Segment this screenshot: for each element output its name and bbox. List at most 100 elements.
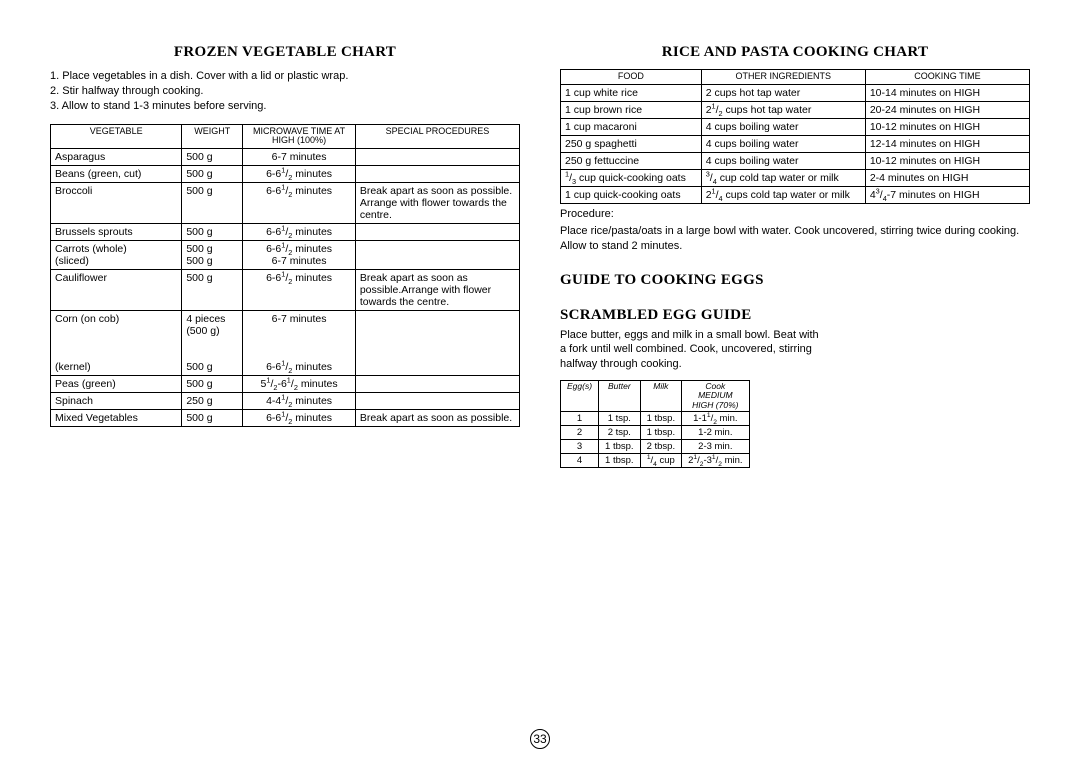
table-row: 11 tsp.1 tbsp.1-11/2 min. [561, 412, 750, 426]
table-cell: 4 pieces(500 g)500 g [182, 311, 243, 376]
table-cell: 6-61/2 minutes [243, 224, 356, 241]
table-cell: 1/3 cup quick-cooking oats [561, 169, 702, 186]
table-cell: 500 g500 g [182, 241, 243, 270]
table-cell: 6-61/2 minutes [243, 183, 356, 224]
table-row: Asparagus500 g6-7 minutes [51, 149, 520, 166]
procedure-text: Place rice/pasta/oats in a large bowl wi… [560, 224, 1030, 254]
left-column: FROZEN VEGETABLE CHART 1. Place vegetabl… [50, 40, 520, 743]
table-cell: 51/2-61/2 minutes [243, 376, 356, 393]
table-cell [355, 166, 519, 183]
right-column: RICE AND PASTA COOKING CHART FOOD OTHER … [560, 40, 1030, 743]
table-cell: Spinach [51, 393, 182, 410]
table-cell: 1 cup macaroni [561, 118, 702, 135]
eggs-title-1: GUIDE TO COOKING EGGS [560, 272, 1030, 289]
table-cell: Mixed Vegetables [51, 410, 182, 427]
table-cell: 4 cups boiling water [701, 118, 865, 135]
page-number: 33 [530, 729, 550, 749]
table-cell: 250 g [182, 393, 243, 410]
table-cell: 2 tbsp. [640, 440, 682, 454]
veg-header-procedures: SPECIAL PROCEDURES [355, 124, 519, 149]
rice-title: RICE AND PASTA COOKING CHART [560, 44, 1030, 61]
table-cell: 1 tbsp. [599, 454, 641, 468]
table-row: 1 cup white rice2 cups hot tap water10-1… [561, 84, 1030, 101]
table-row: 22 tsp.1 tbsp.1-2 min. [561, 426, 750, 440]
table-cell: 500 g [182, 270, 243, 311]
eggs-header-cook: CookMEDIUMHIGH (70%) [682, 381, 749, 412]
table-cell: 6-61/2 minutes [243, 410, 356, 427]
table-cell: Break apart as soon as possible.Arrange … [355, 270, 519, 311]
table-cell: Peas (green) [51, 376, 182, 393]
veg-header-weight: WEIGHT [182, 124, 243, 149]
table-cell: 1-2 min. [682, 426, 749, 440]
table-row: 1 cup brown rice21/2 cups hot tap water2… [561, 101, 1030, 118]
eggs-intro: Place butter, eggs and milk in a small b… [560, 328, 820, 373]
table-cell: 500 g [182, 166, 243, 183]
table-cell: 12-14 minutes on HIGH [865, 135, 1029, 152]
table-cell: 21/2-31/2 min. [682, 454, 749, 468]
table-cell [355, 149, 519, 166]
table-cell: 2 tsp. [599, 426, 641, 440]
table-row: Beans (green, cut)500 g6-61/2 minutes [51, 166, 520, 183]
table-cell: 6-61/2 minutes [243, 166, 356, 183]
eggs-header-butter: Butter [599, 381, 641, 412]
table-cell: Broccoli [51, 183, 182, 224]
table-cell: 43/4-7 minutes on HIGH [865, 186, 1029, 203]
table-cell: Break apart as soon as possible. [355, 410, 519, 427]
procedure-label: Procedure: [560, 208, 1030, 220]
table-cell: 1 tbsp. [640, 426, 682, 440]
table-cell [355, 311, 519, 376]
table-cell [355, 224, 519, 241]
table-cell: 1 cup brown rice [561, 101, 702, 118]
table-cell: 4 cups boiling water [701, 152, 865, 169]
table-row: 41 tbsp.1/4 cup21/2-31/2 min. [561, 454, 750, 468]
table-cell: 6-7 minutes6-61/2 minutes [243, 311, 356, 376]
table-cell: 1 tbsp. [599, 440, 641, 454]
table-cell: 21/4 cups cold tap water or milk [701, 186, 865, 203]
table-cell: 4 [561, 454, 599, 468]
table-row: Spinach250 g4-41/2 minutes [51, 393, 520, 410]
table-cell: 20-24 minutes on HIGH [865, 101, 1029, 118]
table-row: Mixed Vegetables500 g6-61/2 minutesBreak… [51, 410, 520, 427]
table-cell: 1 tsp. [599, 412, 641, 426]
table-row: 31 tbsp.2 tbsp.2-3 min. [561, 440, 750, 454]
frozen-veg-table: VEGETABLE WEIGHT MICROWAVE TIME AT HIGH … [50, 124, 520, 428]
table-cell: 3 [561, 440, 599, 454]
table-cell: 21/2 cups hot tap water [701, 101, 865, 118]
table-row: Cauliflower500 g6-61/2 minutesBreak apar… [51, 270, 520, 311]
table-row: Broccoli500 g6-61/2 minutesBreak apart a… [51, 183, 520, 224]
eggs-header-milk: Milk [640, 381, 682, 412]
table-cell: 2 cups hot tap water [701, 84, 865, 101]
table-cell: Brussels sprouts [51, 224, 182, 241]
table-cell [355, 376, 519, 393]
table-cell: 500 g [182, 183, 243, 224]
veg-header-vegetable: VEGETABLE [51, 124, 182, 149]
table-row: 1/3 cup quick-cooking oats3/4 cup cold t… [561, 169, 1030, 186]
instruction-line: 1. Place vegetables in a dish. Cover wit… [50, 69, 520, 84]
table-cell: 10-12 minutes on HIGH [865, 118, 1029, 135]
frozen-veg-title: FROZEN VEGETABLE CHART [50, 44, 520, 61]
page-container: FROZEN VEGETABLE CHART 1. Place vegetabl… [0, 0, 1080, 763]
table-cell [355, 393, 519, 410]
table-cell: Break apart as soon as possible. Arrange… [355, 183, 519, 224]
table-row: 250 g fettuccine4 cups boiling water10-1… [561, 152, 1030, 169]
table-row: 250 g spaghetti4 cups boiling water12-14… [561, 135, 1030, 152]
table-cell: 3/4 cup cold tap water or milk [701, 169, 865, 186]
table-cell: 6-7 minutes [243, 149, 356, 166]
table-cell: 250 g fettuccine [561, 152, 702, 169]
table-cell: 10-14 minutes on HIGH [865, 84, 1029, 101]
table-cell: 500 g [182, 224, 243, 241]
table-row: 1 cup macaroni4 cups boiling water10-12 … [561, 118, 1030, 135]
table-cell: 1/4 cup [640, 454, 682, 468]
table-cell: Cauliflower [51, 270, 182, 311]
eggs-title-2: SCRAMBLED EGG GUIDE [560, 307, 1030, 324]
table-cell: 1 cup quick-cooking oats [561, 186, 702, 203]
table-cell: 1-11/2 min. [682, 412, 749, 426]
table-row: 1 cup quick-cooking oats21/4 cups cold t… [561, 186, 1030, 203]
eggs-table: Egg(s) Butter Milk CookMEDIUMHIGH (70%) … [560, 380, 750, 468]
table-cell: 4 cups boiling water [701, 135, 865, 152]
table-cell: 1 [561, 412, 599, 426]
rice-header-food: FOOD [561, 70, 702, 85]
table-cell: 500 g [182, 410, 243, 427]
table-row: Peas (green)500 g51/2-61/2 minutes [51, 376, 520, 393]
table-cell: 500 g [182, 149, 243, 166]
